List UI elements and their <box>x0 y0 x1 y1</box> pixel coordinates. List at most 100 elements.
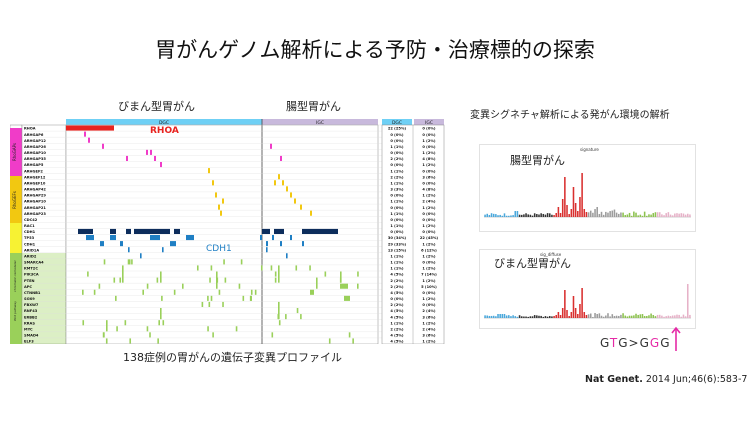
signature-bar <box>600 315 603 318</box>
signature-bar <box>587 212 590 217</box>
gene-name: ARHGAP10 <box>24 200 46 204</box>
gene-name: APC <box>24 285 32 289</box>
gene-name-list: RHOA ARHGAP6 ARHGAP12 ARHGAP26 ARHGAP10 ARHGA… <box>24 127 46 344</box>
mutation-mark <box>66 125 114 131</box>
signature-bar <box>525 213 527 217</box>
count-cell: 3 (3%) <box>390 188 403 192</box>
signature-bar <box>508 315 510 318</box>
gene-name: CDH1 <box>24 230 36 234</box>
count-cell: 0 (0%) <box>422 291 435 295</box>
signature-chart-intestinal <box>484 173 691 218</box>
signature-bar <box>499 314 501 318</box>
mutation-mark <box>131 259 133 265</box>
mutation-mark <box>119 277 122 283</box>
signature-bar <box>585 315 588 318</box>
mutation-mark <box>87 271 89 277</box>
signature-bar <box>635 212 637 217</box>
mutation-mark <box>328 338 331 344</box>
signature-bar <box>510 215 512 217</box>
gene-name: ARHGAP23 <box>24 212 46 216</box>
count-cell: 1 (2%) <box>422 279 435 283</box>
signature-bar <box>637 215 639 217</box>
signature-bar <box>512 315 514 318</box>
count-cell: 13 (15%) <box>388 248 406 252</box>
mutation-mark <box>235 326 238 332</box>
signature-bar <box>540 315 542 318</box>
mutation-mark <box>161 295 163 301</box>
mutation-mark <box>344 295 350 301</box>
count-cell: 2 (4%) <box>422 327 435 331</box>
signature-bar <box>594 209 596 217</box>
signature-bar <box>686 284 689 318</box>
mutation-mark <box>286 186 288 192</box>
signature-bar <box>615 212 618 217</box>
mutation-mark <box>100 241 104 247</box>
signature-panel-intestinal: signature 腸型胃がん <box>479 144 696 232</box>
header-intestinal: 腸型胃がん <box>286 100 341 113</box>
mutation-mark <box>162 247 164 253</box>
mutation-mark <box>278 265 280 283</box>
count-cell: 1 (2%) <box>422 139 435 143</box>
signature-bar <box>495 214 497 217</box>
mutation-mark <box>285 314 287 320</box>
signature-bar <box>492 315 495 318</box>
signature-bar <box>546 316 549 318</box>
dgc-count-header: DGC <box>392 120 402 126</box>
mutation-mark <box>93 289 96 295</box>
count-cell: 0 (0%) <box>390 139 403 143</box>
signature-bar <box>557 312 560 318</box>
signature-bar <box>516 316 519 318</box>
mutation-mark <box>272 235 274 241</box>
count-cell: 4 (5%) <box>390 273 403 277</box>
signature-bar <box>520 214 523 217</box>
mutation-mark <box>300 314 302 320</box>
signature-bar <box>602 214 605 217</box>
mutation-mark <box>270 143 272 149</box>
mutation-mark <box>220 210 222 216</box>
yellow-group-bar <box>10 223 22 253</box>
signature-bar <box>579 304 581 318</box>
count-cell: 0 (0%) <box>422 261 435 265</box>
signature-bar <box>538 315 540 318</box>
signature-bar <box>671 315 674 318</box>
signature-bar <box>490 213 493 217</box>
signature-bar <box>626 214 629 217</box>
mutation-mark <box>274 277 277 283</box>
signature-bar <box>544 316 547 318</box>
gene-name: ARHGEF10 <box>24 181 46 185</box>
signature-bar <box>658 212 661 217</box>
count-cell: 4 (5%) <box>390 334 403 338</box>
signature-bar <box>635 313 637 318</box>
citation: Nat Genet. 2014 Jun;46(6):583-7 <box>585 374 747 385</box>
mutation-mark <box>127 259 130 265</box>
signature-bar <box>630 315 633 318</box>
mutation-mark <box>142 289 144 295</box>
signature-bar <box>564 177 566 217</box>
count-cell: 2 (4%) <box>422 200 435 204</box>
signature-bar <box>628 212 631 217</box>
signature-bar <box>561 308 564 318</box>
mutation-pattern: GTG>GGG <box>600 336 671 350</box>
signature-bar <box>572 296 575 318</box>
signature-bar <box>680 213 683 217</box>
gene-name: RHOA <box>24 127 36 131</box>
count-cell: 1 (2%) <box>422 297 435 301</box>
signature-bar <box>514 211 517 217</box>
mutation-mark <box>84 131 86 137</box>
gene-name: ARHGAP21 <box>24 206 46 210</box>
mutation-mark <box>302 228 338 234</box>
mutation-mark <box>207 295 209 301</box>
rhogef-group-bar <box>10 176 22 223</box>
mutation-mark <box>260 235 262 241</box>
mutation-mark <box>78 228 93 234</box>
count-cell: 1 (1%) <box>390 267 403 271</box>
count-cell: 0 (0%) <box>422 181 435 185</box>
gene-name: FBXW7 <box>24 303 39 307</box>
mutation-mark <box>82 320 85 326</box>
signature-bar <box>605 211 607 217</box>
signature-bar <box>548 213 551 217</box>
count-cell: 1 (2%) <box>422 224 435 228</box>
count-cell: 1 (1%) <box>390 321 403 325</box>
signature-bar <box>551 316 553 318</box>
pattern-g2: G>G <box>618 336 650 350</box>
